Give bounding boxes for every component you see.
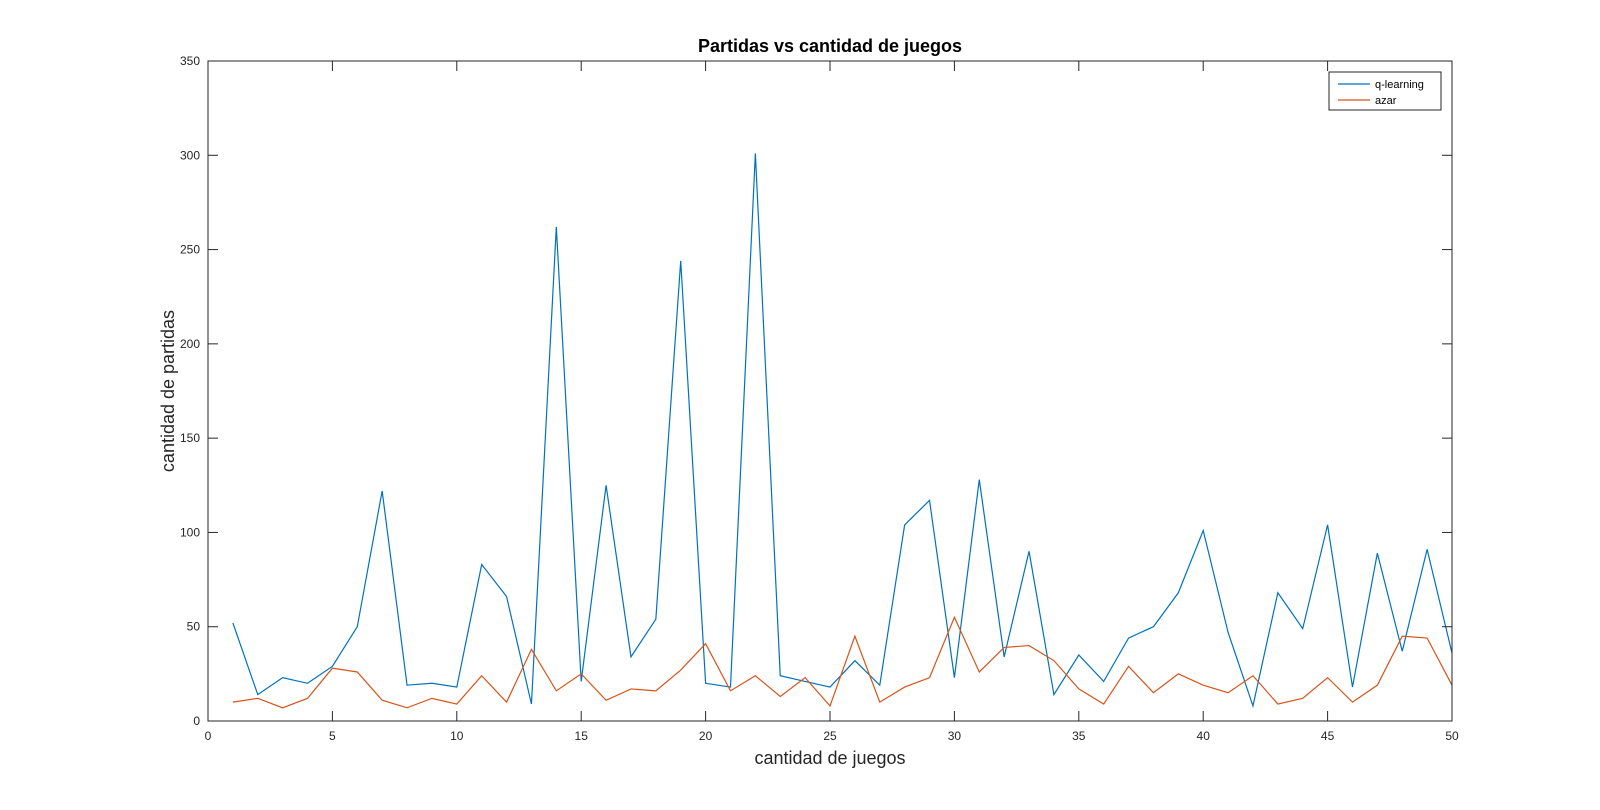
x-tick-label: 0 — [205, 729, 212, 743]
x-tick-label: 40 — [1197, 729, 1211, 743]
x-tick-label: 10 — [450, 729, 464, 743]
y-tick-label: 350 — [180, 54, 200, 68]
y-tick-label: 0 — [193, 714, 200, 728]
y-axis-label: cantidad de partidas — [158, 310, 178, 472]
series-line-q-learning — [232, 153, 1453, 709]
y-tick-label: 100 — [180, 525, 200, 539]
series-line-azar — [232, 615, 1453, 709]
y-tick-label: 250 — [180, 243, 200, 257]
legend-label-azar: azar — [1375, 95, 1397, 107]
y-tick-label: 50 — [187, 620, 201, 634]
x-tick-label: 35 — [1072, 729, 1086, 743]
legend: q-learning azar — [1328, 71, 1442, 111]
x-tick-label: 50 — [1445, 729, 1459, 743]
x-tick-label: 20 — [699, 729, 713, 743]
x-tick-label: 25 — [823, 729, 837, 743]
y-tick-label: 300 — [180, 148, 200, 162]
x-tick-label: 15 — [575, 729, 589, 743]
legend-label-q-learning: q-learning — [1375, 79, 1424, 91]
y-tick-label: 200 — [180, 337, 200, 351]
x-tick-label: 5 — [329, 729, 336, 743]
x-tick-label: 45 — [1321, 729, 1335, 743]
chart-title: Partidas vs cantidad de juegos — [698, 36, 962, 56]
x-tick-label: 30 — [948, 729, 962, 743]
x-axis-label: cantidad de juegos — [754, 748, 905, 768]
legend-box — [1328, 71, 1442, 111]
y-tick-label: 150 — [180, 431, 200, 445]
